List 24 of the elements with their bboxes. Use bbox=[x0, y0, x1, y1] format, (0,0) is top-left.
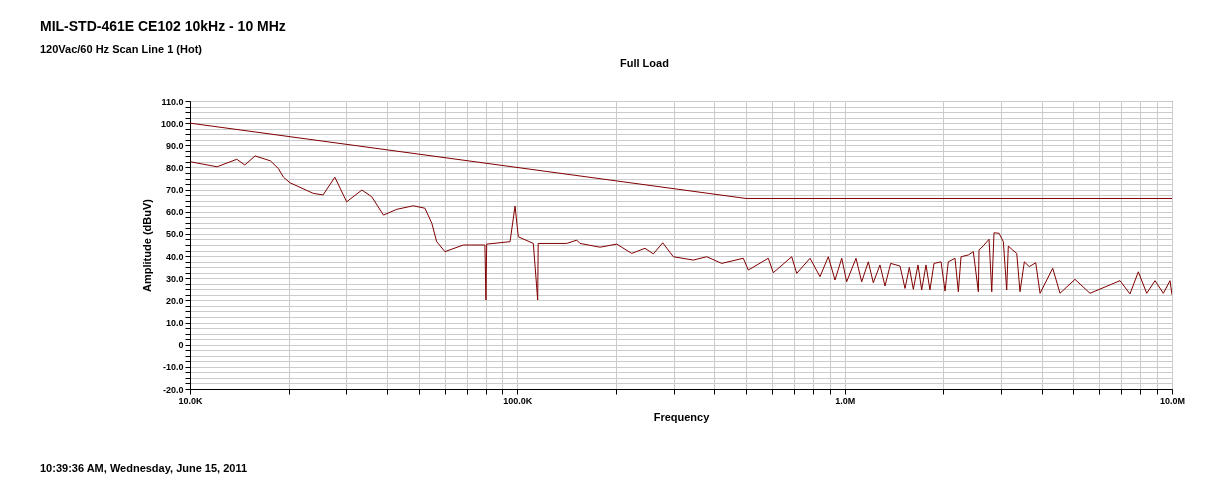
y-tick-label: -20.0 bbox=[162, 384, 184, 395]
y-tick-label: 30.0 bbox=[165, 273, 184, 284]
x-axis-title: Frequency bbox=[653, 410, 711, 423]
y-tick-label: 70.0 bbox=[165, 185, 184, 196]
y-tick-label: 60.0 bbox=[165, 207, 184, 218]
x-tick-label: 10.0K bbox=[178, 395, 203, 406]
text: 10:39:36 AM, Wednesday, June 15, 2011 bbox=[40, 462, 248, 474]
x-tick-label: 100.0K bbox=[503, 395, 533, 406]
y-tick-label: 100.0 bbox=[160, 118, 184, 129]
y-tick-label: 80.0 bbox=[165, 162, 184, 173]
y-tick-label: 10.0 bbox=[165, 318, 184, 329]
y-tick-label: 0 bbox=[178, 340, 184, 351]
y-tick-label: 110.0 bbox=[161, 96, 184, 107]
x-tick-label: 10.0M bbox=[1159, 395, 1186, 406]
y-tick-label: 50.0 bbox=[165, 229, 184, 240]
y-tick-label: -10.0 bbox=[162, 362, 184, 373]
y-tick-label: 90.0 bbox=[165, 140, 184, 151]
y-tick-label: 40.0 bbox=[165, 251, 184, 262]
y-axis-title: Amplitude (dBuV) bbox=[140, 198, 153, 292]
chart-title: MIL-STD-461E CE102 10kHz - 10 MHz bbox=[40, 18, 286, 34]
chart-subtitle: 120Vac/60 Hz Scan Line 1 (Hot) bbox=[40, 43, 203, 55]
y-tick-label: 20.0 bbox=[165, 295, 184, 306]
text: Full Load bbox=[620, 57, 669, 69]
x-tick-label: 1.0M bbox=[835, 395, 856, 406]
